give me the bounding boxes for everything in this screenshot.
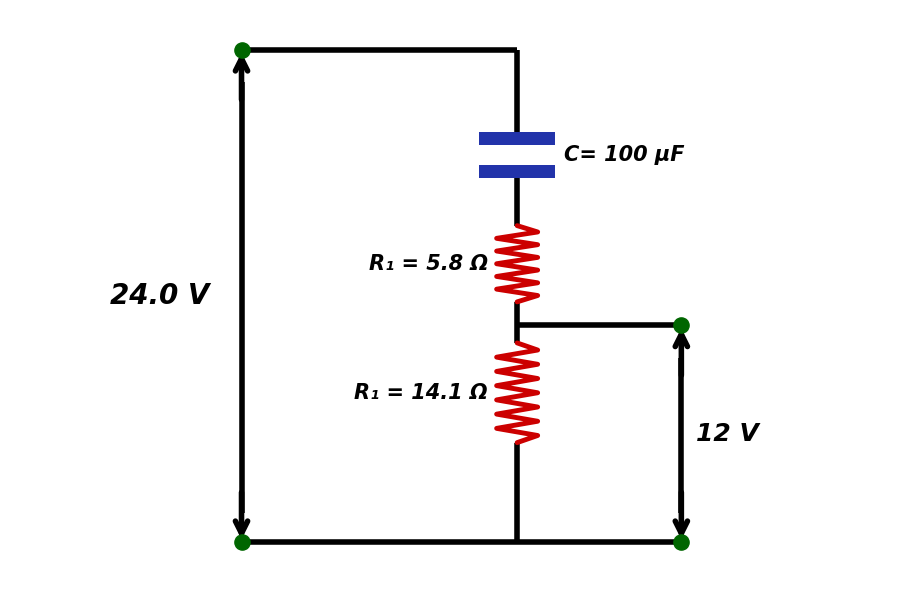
Text: R₁ = 14.1 Ω: R₁ = 14.1 Ω bbox=[354, 383, 488, 403]
Text: R₁ = 5.8 Ω: R₁ = 5.8 Ω bbox=[369, 254, 488, 274]
Point bbox=[674, 538, 689, 547]
Bar bbox=[479, 132, 556, 144]
Text: 12 V: 12 V bbox=[696, 422, 759, 446]
Point bbox=[674, 321, 689, 330]
Text: C= 100 μF: C= 100 μF bbox=[564, 145, 685, 165]
Text: 24.0 V: 24.0 V bbox=[110, 282, 209, 310]
Point bbox=[234, 538, 249, 547]
Bar bbox=[479, 165, 556, 178]
Point bbox=[234, 45, 249, 54]
